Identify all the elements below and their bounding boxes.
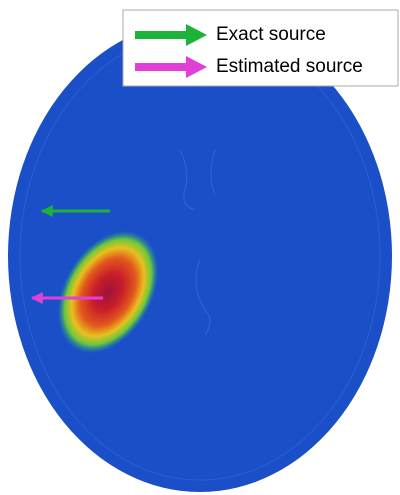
legend: Exact source Estimated source [123, 10, 398, 86]
head [8, 20, 392, 492]
page: Exact source Estimated source (() => { c… [0, 0, 400, 495]
legend-label: Estimated source [216, 56, 363, 77]
figure: Exact source Estimated source [0, 0, 400, 495]
legend-label: Exact source [216, 24, 326, 45]
